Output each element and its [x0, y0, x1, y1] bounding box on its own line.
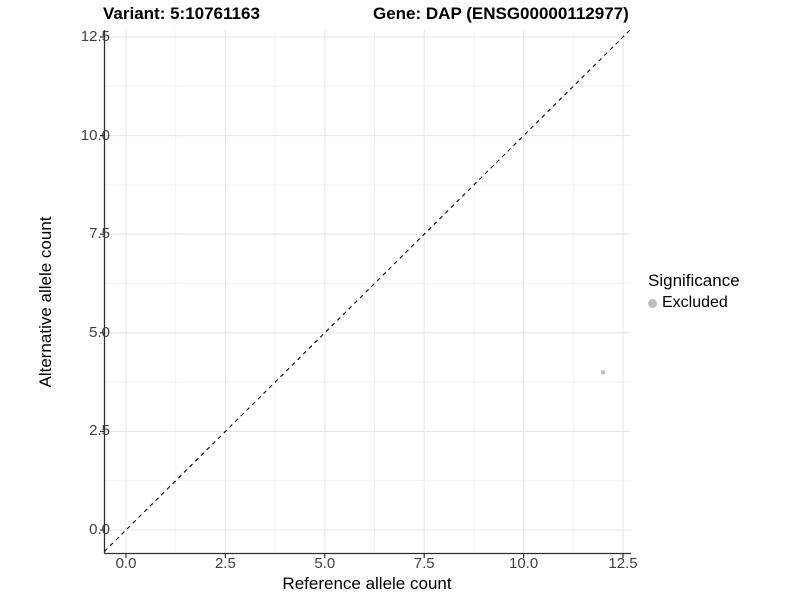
x-tick-label: 5.0 — [314, 555, 336, 572]
y-tick-label: 5.0 — [89, 323, 110, 341]
y-tick-label: 12.5 — [80, 28, 110, 45]
legend: Significance Excluded — [648, 271, 740, 312]
identity-dashed-line — [104, 29, 631, 552]
x-tick-label: 2.5 — [214, 555, 236, 572]
legend-title: Significance — [648, 271, 740, 290]
y-tick-label: 10.0 — [80, 126, 110, 144]
x-tick-label: 7.5 — [413, 555, 435, 572]
x-tick-label: 12.5 — [608, 555, 638, 572]
x-tick-label: 10.0 — [508, 555, 539, 572]
legend-key-dot — [648, 298, 657, 308]
y-axis-title: Alternative allele count — [36, 216, 55, 388]
y-tick-label: 2.5 — [89, 422, 110, 440]
x-axis-title: Reference allele count — [282, 574, 452, 593]
x-tick-label: 0.0 — [115, 555, 137, 572]
legend-item-excluded: Excluded — [648, 294, 740, 312]
legend-item-label: Excluded — [662, 294, 728, 311]
y-tick-label: 7.5 — [89, 225, 110, 243]
plot-title-variant: Variant: 5:10761163 — [103, 4, 260, 23]
y-tick-label: 0.0 — [89, 521, 110, 538]
plot-title-gene: Gene: DAP (ENSG00000112977) — [373, 4, 629, 23]
data-point — [600, 370, 606, 375]
